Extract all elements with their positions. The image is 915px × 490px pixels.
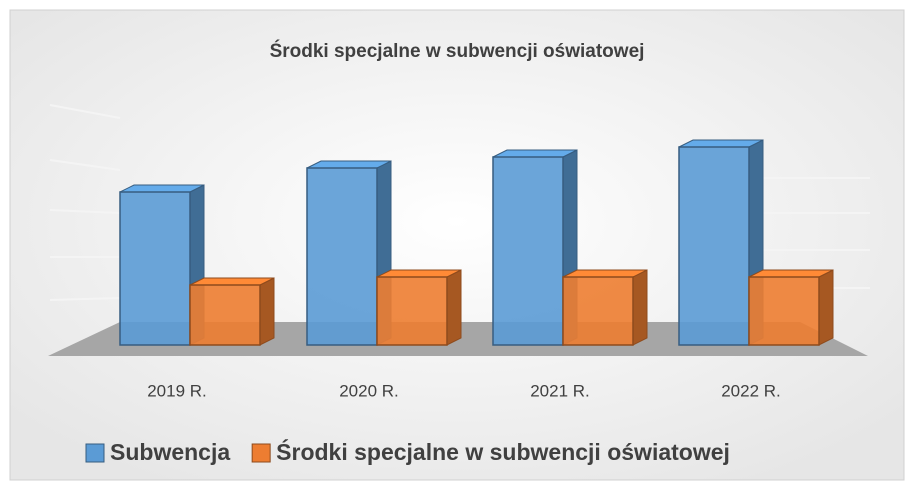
bar: [376, 276, 448, 346]
bar-top: [306, 160, 392, 169]
bar-top: [492, 149, 578, 158]
x-tick-label: 2020 R.: [339, 381, 399, 400]
bar-top: [678, 139, 764, 148]
bar: [748, 276, 820, 346]
legend-label: Subwencja: [110, 439, 230, 465]
bar: [562, 276, 634, 346]
bar-top: [748, 269, 834, 278]
bar-top: [376, 269, 462, 278]
x-tick-label: 2021 R.: [530, 381, 590, 400]
x-tick-label: 2022 R.: [721, 381, 781, 400]
bar-side: [818, 269, 834, 346]
legend-swatch: [251, 443, 271, 463]
bar-top: [189, 277, 275, 286]
legend-label: Środki specjalne w subwencji oświatowej: [276, 438, 730, 465]
bar: [306, 167, 378, 346]
bar-top: [562, 269, 648, 278]
bar: [189, 284, 261, 346]
bar: [492, 156, 564, 346]
bar: [119, 191, 191, 346]
bar-side: [446, 269, 462, 346]
bar: [678, 146, 750, 346]
chart-title: Środki specjalne w subwencji oświatowej: [270, 40, 645, 62]
x-tick-label: 2019 R.: [147, 381, 207, 400]
bar-side: [259, 277, 275, 346]
bar-top: [119, 184, 205, 193]
legend-swatch: [85, 443, 105, 463]
bar-side: [632, 269, 648, 346]
